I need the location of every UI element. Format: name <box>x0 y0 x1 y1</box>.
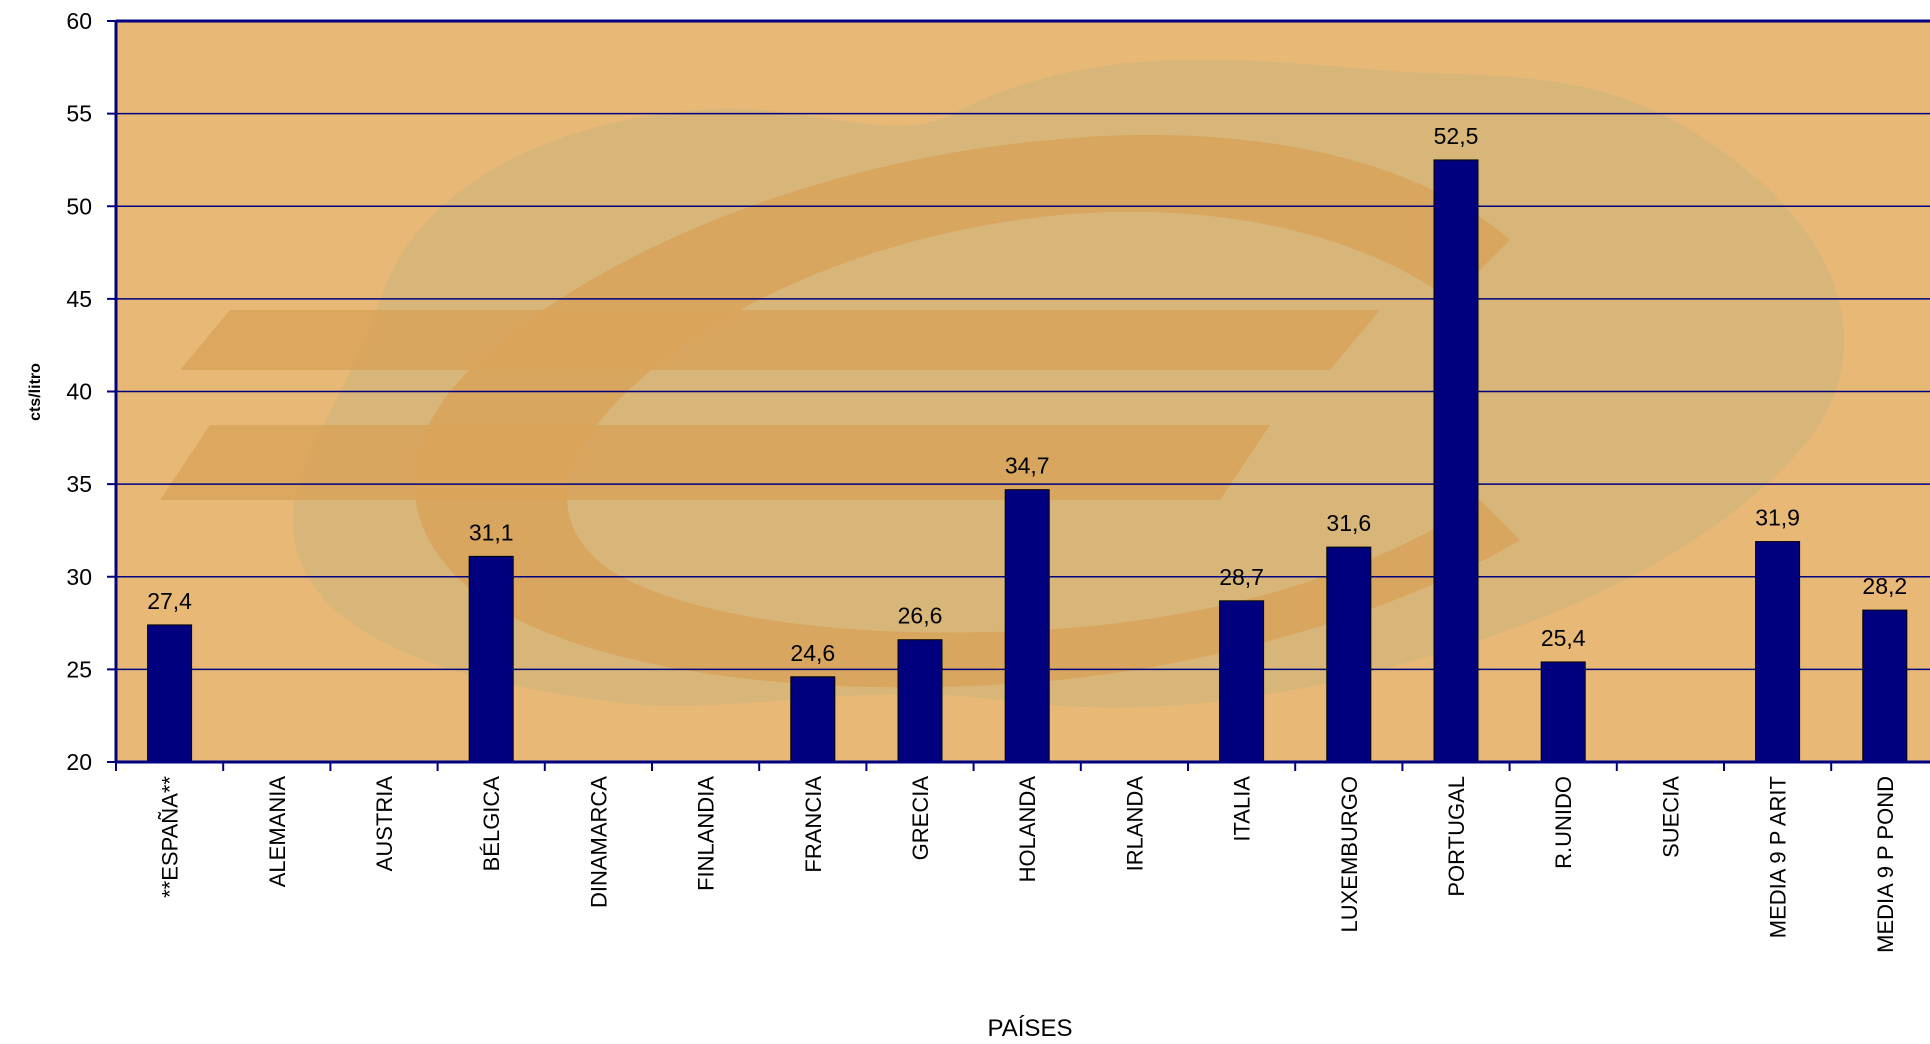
data-label: 25,4 <box>1541 625 1586 651</box>
data-label: 52,5 <box>1434 123 1479 149</box>
bar <box>1004 489 1050 763</box>
y-axis-title: cts/litro <box>27 363 44 421</box>
y-tick-label: 25 <box>66 656 92 682</box>
bar <box>1433 159 1479 763</box>
bar <box>1755 541 1801 763</box>
x-tick-label: ALEMANIA <box>265 776 290 888</box>
x-tick-label: DINAMARCA <box>586 776 611 908</box>
data-label: 28,2 <box>1862 573 1907 599</box>
x-tick-label: IRLANDA <box>1122 776 1147 872</box>
y-tick-label: 50 <box>66 193 92 219</box>
data-labels: 27,4 31,1 24,6 26,6 34,7 28,7 31,6 52,5 25,4 31,9… <box>147 123 1907 666</box>
data-label: 31,6 <box>1326 510 1371 536</box>
euro-curve <box>414 134 1521 688</box>
bar <box>1326 546 1372 763</box>
bars <box>147 159 1908 763</box>
bar <box>897 639 943 763</box>
x-tick-label: FRANCIA <box>801 776 826 873</box>
x-tick-label: ITALIA <box>1230 776 1255 842</box>
y-tick-label: 40 <box>66 379 92 405</box>
x-axis-title: PAÍSES <box>988 1015 1073 1042</box>
data-label: 34,7 <box>1005 453 1050 479</box>
x-tick-label: BÉLGICA <box>479 776 504 872</box>
y-tick-labels: 20 25 30 35 40 45 50 55 60 <box>66 8 92 775</box>
x-tick-label: SUECIA <box>1658 776 1683 858</box>
y-tick-label: 45 <box>66 286 92 312</box>
y-tick-label: 20 <box>66 749 92 775</box>
data-label: 26,6 <box>898 603 943 629</box>
x-tick-label: LUXEMBURGO <box>1337 776 1362 932</box>
y-tick-label: 35 <box>66 471 92 497</box>
euro-bar-upper <box>180 310 1380 370</box>
x-tick-label: **ESPAÑA** <box>158 776 183 898</box>
x-tick-label: PORTUGAL <box>1444 776 1469 897</box>
bar <box>1540 661 1586 763</box>
bar <box>1862 609 1908 763</box>
data-label: 24,6 <box>790 640 835 666</box>
x-tick-label: AUSTRIA <box>372 776 397 872</box>
bar <box>1219 600 1265 763</box>
data-label: 31,9 <box>1755 505 1800 531</box>
x-tick-label: R.UNIDO <box>1551 776 1576 869</box>
data-label: 27,4 <box>147 588 192 614</box>
y-tick-label: 60 <box>66 8 92 34</box>
bar <box>468 555 514 763</box>
bar <box>147 624 193 763</box>
x-tick-labels: **ESPAÑA** ALEMANIA AUSTRIA BÉLGICA DINAMARC… <box>115 762 1898 953</box>
y-tick-label: 55 <box>66 101 92 127</box>
y-tick-label: 30 <box>66 564 92 590</box>
x-tick-label: HOLANDA <box>1015 776 1040 883</box>
x-tick-label: GRECIA <box>908 776 933 861</box>
x-tick-label: MEDIA 9 P POND <box>1873 776 1898 953</box>
data-label: 28,7 <box>1219 564 1264 590</box>
euro-bar-lower <box>160 425 1270 500</box>
bar <box>790 676 836 763</box>
x-tick-label: MEDIA 9 P ARIT <box>1766 776 1791 938</box>
x-tick-label: FINLANDIA <box>694 776 719 891</box>
axes <box>114 19 1930 764</box>
data-label: 31,1 <box>469 519 514 545</box>
